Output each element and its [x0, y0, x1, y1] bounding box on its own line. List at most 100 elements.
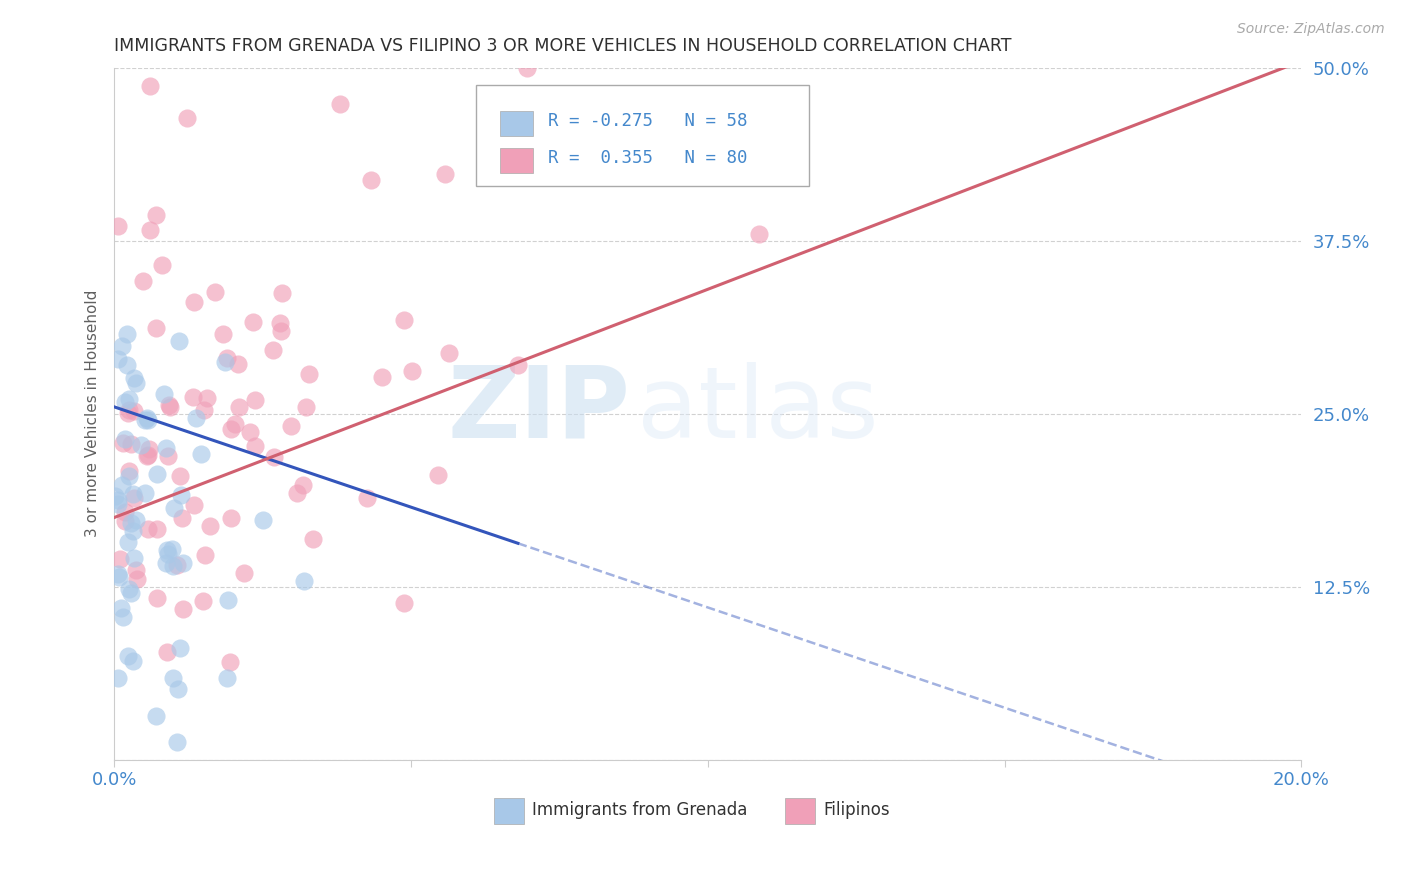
Point [107, 671, 129, 685]
Point [114, 433, 136, 447]
Point [228, 400, 250, 414]
Point [120, 437, 142, 451]
Point [262, 343, 284, 358]
Text: atlas: atlas [637, 362, 879, 458]
Point [245, 393, 267, 408]
Point [122, 550, 145, 565]
Point [121, 524, 143, 538]
Point [118, 403, 141, 417]
Point [427, 467, 450, 482]
Point [433, 167, 456, 181]
Point [117, 649, 139, 664]
Point [516, 61, 538, 75]
Point [371, 370, 394, 384]
Point [232, 566, 254, 581]
Point [392, 596, 415, 610]
Text: Filipinos: Filipinos [823, 801, 890, 819]
Point [162, 542, 184, 557]
Point [508, 358, 530, 372]
Point [145, 208, 167, 222]
Point [169, 468, 191, 483]
Point [122, 403, 145, 417]
Point [183, 499, 205, 513]
Point [195, 391, 218, 405]
Point [107, 492, 129, 507]
Point [219, 510, 242, 524]
Point [135, 449, 157, 463]
Point [263, 450, 285, 465]
Point [135, 410, 157, 425]
Point [172, 511, 194, 525]
Point [193, 594, 215, 608]
Point [291, 478, 314, 492]
Point [118, 582, 141, 597]
Point [181, 390, 204, 404]
Point [157, 449, 180, 463]
Point [120, 516, 142, 530]
Point [280, 419, 302, 434]
Point [186, 410, 208, 425]
Point [155, 441, 177, 455]
Point [329, 96, 352, 111]
Point [271, 286, 294, 301]
Point [122, 654, 145, 668]
Point [156, 543, 179, 558]
Point [156, 645, 179, 659]
Point [285, 485, 308, 500]
Point [176, 112, 198, 126]
Bar [785, 797, 814, 824]
Point [138, 448, 160, 462]
Point [157, 547, 180, 561]
Point [392, 313, 415, 327]
Point [136, 412, 159, 426]
Point [217, 351, 239, 365]
Point [139, 78, 162, 93]
Point [111, 478, 134, 492]
Point [111, 339, 134, 353]
Text: R =  0.355   N = 80: R = 0.355 N = 80 [547, 149, 747, 167]
Point [146, 467, 169, 481]
Point [122, 370, 145, 384]
Point [292, 574, 315, 589]
Point [125, 572, 148, 586]
Point [294, 400, 316, 414]
Point [162, 558, 184, 573]
Point [269, 317, 291, 331]
Point [170, 488, 193, 502]
Point [198, 519, 221, 533]
Point [217, 593, 239, 607]
Point [114, 394, 136, 409]
Point [243, 439, 266, 453]
Point [194, 548, 217, 562]
Point [138, 442, 160, 457]
Point [124, 491, 146, 505]
Point [157, 398, 180, 412]
Point [111, 610, 134, 624]
Point [163, 501, 186, 516]
Point [224, 417, 246, 432]
Point [121, 486, 143, 500]
Point [439, 346, 461, 360]
Point [172, 602, 194, 616]
Point [129, 438, 152, 452]
Point [139, 223, 162, 237]
Point [159, 400, 181, 414]
Point [117, 535, 139, 549]
Point [118, 468, 141, 483]
Point [172, 556, 194, 570]
Point [150, 258, 173, 272]
Point [111, 436, 134, 450]
Point [145, 709, 167, 723]
FancyBboxPatch shape [477, 86, 808, 186]
Point [155, 556, 177, 570]
Point [145, 321, 167, 335]
Point [298, 367, 321, 381]
Point [145, 591, 167, 606]
Point [120, 586, 142, 600]
Point [118, 392, 141, 406]
Bar [494, 797, 524, 824]
Point [134, 413, 156, 427]
Point [110, 601, 132, 615]
Point [107, 219, 129, 233]
Point [239, 425, 262, 439]
